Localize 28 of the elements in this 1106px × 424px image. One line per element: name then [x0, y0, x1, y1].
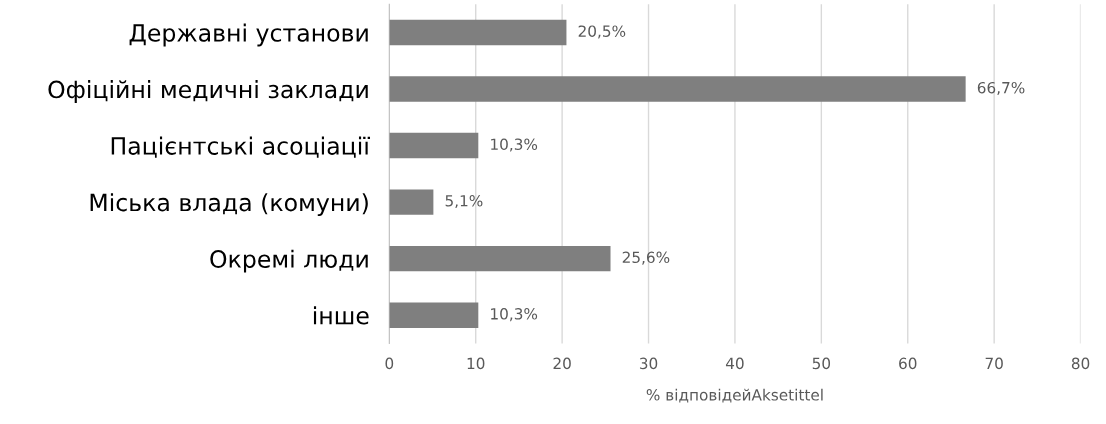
x-tick-label: 20 — [553, 357, 571, 370]
bar — [389, 76, 966, 102]
data-label: 66,7% — [977, 81, 1025, 96]
bar — [389, 189, 434, 215]
y-tick-label: Офіційні медичні заклади — [48, 80, 368, 103]
x-tick-label: 80 — [1071, 357, 1090, 370]
x-tick-label: 70 — [985, 357, 1003, 370]
data-label: 10,3% — [491, 308, 538, 322]
x-tick-label: 10 — [467, 357, 485, 370]
x-tick-label: 0 — [385, 357, 394, 370]
data-label: 5,1% — [445, 194, 483, 209]
bar — [389, 19, 567, 46]
x-tick-label: 60 — [899, 357, 917, 370]
bar — [389, 302, 479, 328]
data-label: 20,5% — [578, 25, 626, 39]
x-tick-label: 40 — [725, 357, 744, 370]
bar — [389, 245, 611, 272]
data-label: 10,3% — [491, 138, 538, 152]
x-tick-label: 50 — [812, 357, 831, 370]
x-tick-label: 30 — [639, 357, 658, 370]
y-tick-label: Окремі люди — [210, 249, 368, 273]
x-axis-title: % відповідейAksetittel — [646, 388, 823, 403]
y-tick-label: Державні установи — [129, 23, 368, 47]
data-label: 25,6% — [622, 251, 670, 265]
y-tick-label: інше — [313, 306, 369, 325]
y-tick-label: Пацієнтські асоціації — [111, 136, 371, 158]
bar — [389, 132, 479, 159]
y-tick-label: Міська влада (комуни) — [90, 193, 368, 216]
